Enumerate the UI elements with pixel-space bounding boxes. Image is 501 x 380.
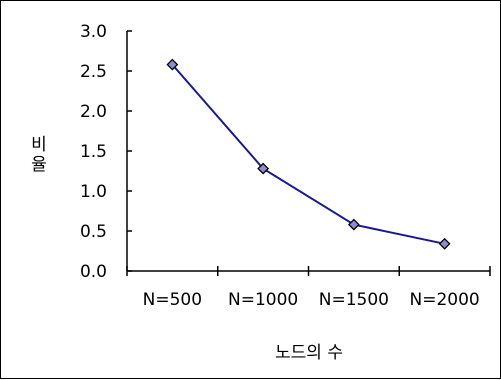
x-axis	[126, 266, 491, 276]
series-layer	[166, 58, 451, 250]
data-point-marker	[347, 218, 360, 231]
y-tick-labels: 0.0 0.5 1.0 1.5 2.0 2.5 3.0	[80, 22, 107, 282]
x-tick-label: N=2000	[410, 290, 480, 310]
data-point-marker	[257, 162, 270, 175]
y-axis	[126, 30, 132, 272]
y-tick-label: 2.0	[80, 102, 107, 122]
x-tick-label: N=1000	[228, 290, 298, 310]
y-tick-label: 3.0	[80, 22, 107, 42]
data-point-marker	[166, 58, 179, 71]
x-tick-label: N=1500	[319, 290, 389, 310]
y-tick-label: 1.0	[80, 182, 107, 202]
y-tick-label: 0.5	[80, 222, 107, 242]
y-tick-label: 0.0	[80, 262, 107, 282]
y-axis-title-char-2: 율	[31, 155, 47, 175]
y-axis-title-char-1: 비	[31, 135, 47, 155]
y-tick-label: 1.5	[80, 142, 107, 162]
x-tick-labels: N=500 N=1000 N=1500 N=2000	[143, 290, 480, 310]
x-tick-label: N=500	[143, 290, 202, 310]
data-point-marker	[438, 237, 451, 250]
y-tick-label: 2.5	[80, 62, 107, 82]
x-axis-title: 노드의 수	[275, 343, 343, 363]
series-line	[171, 63, 445, 245]
